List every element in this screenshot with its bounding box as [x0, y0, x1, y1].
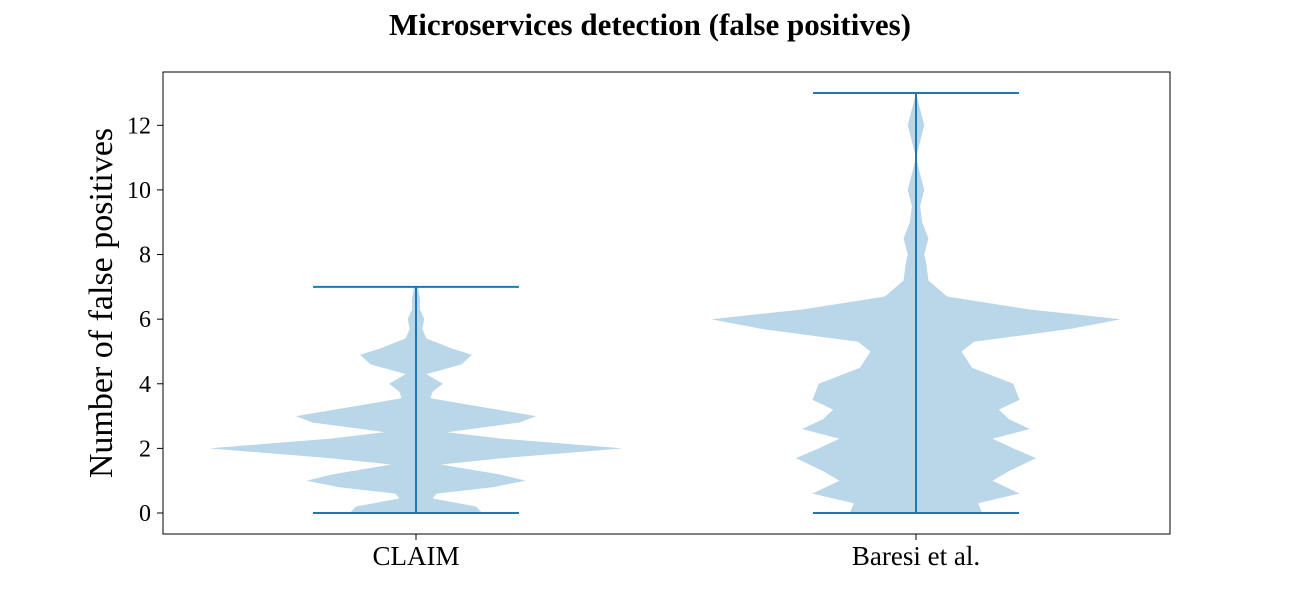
x-tick-label: CLAIM	[373, 541, 460, 571]
plot-area: 0 2 4 6 8 10 12 CLAIM Baresi et al.	[127, 71, 1171, 571]
chart-title: Microservices detection (false positives…	[389, 7, 911, 42]
plot-frame	[162, 71, 1171, 535]
x-tick-label: Baresi et al.	[852, 541, 980, 571]
y-tick-label: 10	[127, 178, 151, 204]
y-tick-label: 6	[139, 307, 151, 333]
y-axis-label: Number of false positives	[83, 128, 120, 478]
y-tick-label: 4	[139, 372, 151, 398]
y-tick-label: 8	[139, 243, 151, 269]
y-tick-label: 0	[139, 501, 151, 527]
y-tick-label: 12	[127, 113, 151, 139]
y-tick-label: 2	[139, 436, 151, 462]
